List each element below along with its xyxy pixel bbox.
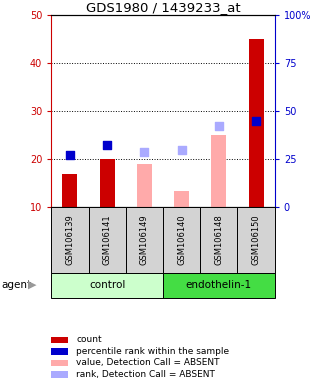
Text: GSM106139: GSM106139 [66,215,74,265]
Point [142,149,147,155]
Text: GSM106140: GSM106140 [177,215,186,265]
FancyBboxPatch shape [200,207,237,273]
Bar [212,136,226,207]
Text: endothelin-1: endothelin-1 [186,280,252,290]
Bar [51,360,68,366]
FancyBboxPatch shape [163,207,200,273]
Text: value, Detection Call = ABSENT: value, Detection Call = ABSENT [76,358,220,367]
Point [179,147,184,153]
FancyBboxPatch shape [51,273,163,298]
Text: count: count [76,335,102,344]
Text: GSM106141: GSM106141 [103,215,112,265]
Text: GSM106148: GSM106148 [214,215,223,265]
Bar [51,348,68,354]
FancyBboxPatch shape [51,207,88,273]
Bar [174,190,189,207]
Point [105,142,110,148]
Text: percentile rank within the sample: percentile rank within the sample [76,347,230,356]
Text: rank, Detection Call = ABSENT: rank, Detection Call = ABSENT [76,370,215,379]
Point [67,152,72,158]
Bar [100,159,115,207]
Text: control: control [89,280,125,290]
Point [216,123,221,129]
FancyBboxPatch shape [163,273,275,298]
FancyBboxPatch shape [88,207,126,273]
Bar [51,337,68,343]
Bar [51,371,68,377]
Text: ▶: ▶ [27,280,36,290]
Bar [63,174,77,207]
Title: GDS1980 / 1439233_at: GDS1980 / 1439233_at [86,1,240,14]
Bar [249,40,263,207]
FancyBboxPatch shape [237,207,275,273]
Text: GSM106150: GSM106150 [252,215,260,265]
Point [254,118,259,124]
Text: GSM106149: GSM106149 [140,215,149,265]
FancyBboxPatch shape [126,207,163,273]
Text: agent: agent [2,280,32,290]
Bar [137,164,152,207]
